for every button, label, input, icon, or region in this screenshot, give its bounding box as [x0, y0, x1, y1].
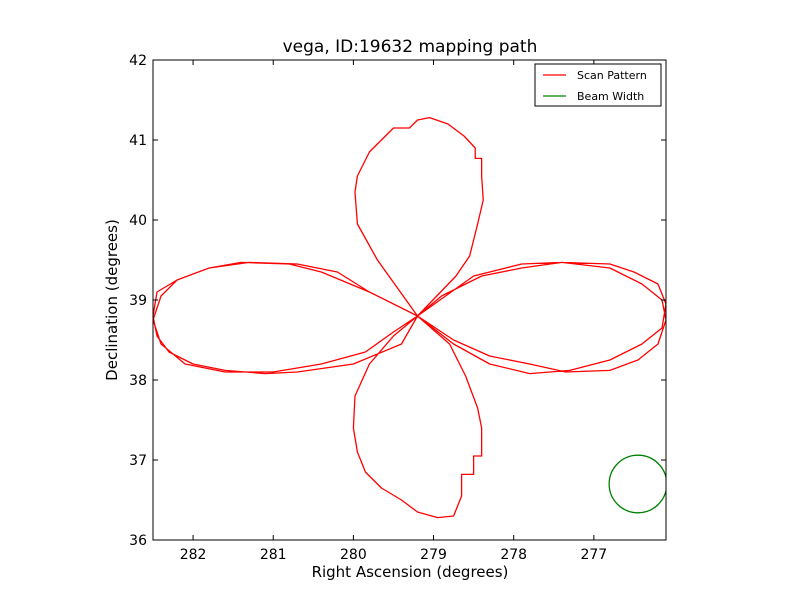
y-axis-ticks: 36 37 38 39 40 41 42 [129, 53, 666, 549]
x-tick-label: 280 [340, 547, 367, 563]
beam-width-circle [608, 454, 666, 514]
legend: Scan Pattern Beam Width [534, 63, 662, 107]
y-tick-label: 37 [129, 453, 147, 469]
y-tick-label: 39 [129, 293, 147, 309]
x-tick-label: 277 [580, 547, 607, 563]
y-axis-label: Declination (degrees) [103, 219, 121, 381]
x-tick-label: 281 [260, 547, 287, 563]
x-axis-ticks: 282 281 280 279 278 277 [180, 60, 607, 563]
scan-pattern-line [153, 116, 666, 519]
y-tick-label: 41 [129, 133, 147, 149]
y-tick-label: 40 [129, 213, 147, 229]
x-tick-label: 282 [180, 547, 207, 563]
y-tick-label: 38 [129, 373, 147, 389]
x-tick-label: 278 [500, 547, 527, 563]
y-tick-label: 36 [129, 533, 147, 549]
axes-background [153, 60, 666, 540]
x-tick-label: 279 [420, 547, 447, 563]
legend-box [534, 63, 662, 107]
legend-label-beam-width: Beam Width [577, 90, 644, 103]
series-layer [153, 116, 666, 519]
legend-label-scan-pattern: Scan Pattern [577, 69, 647, 82]
chart-title: vega, ID:19632 mapping path [283, 37, 538, 57]
plot-area [152, 59, 667, 541]
x-axis-label: Right Ascension (degrees) [312, 563, 509, 581]
y-tick-label: 42 [129, 53, 147, 69]
